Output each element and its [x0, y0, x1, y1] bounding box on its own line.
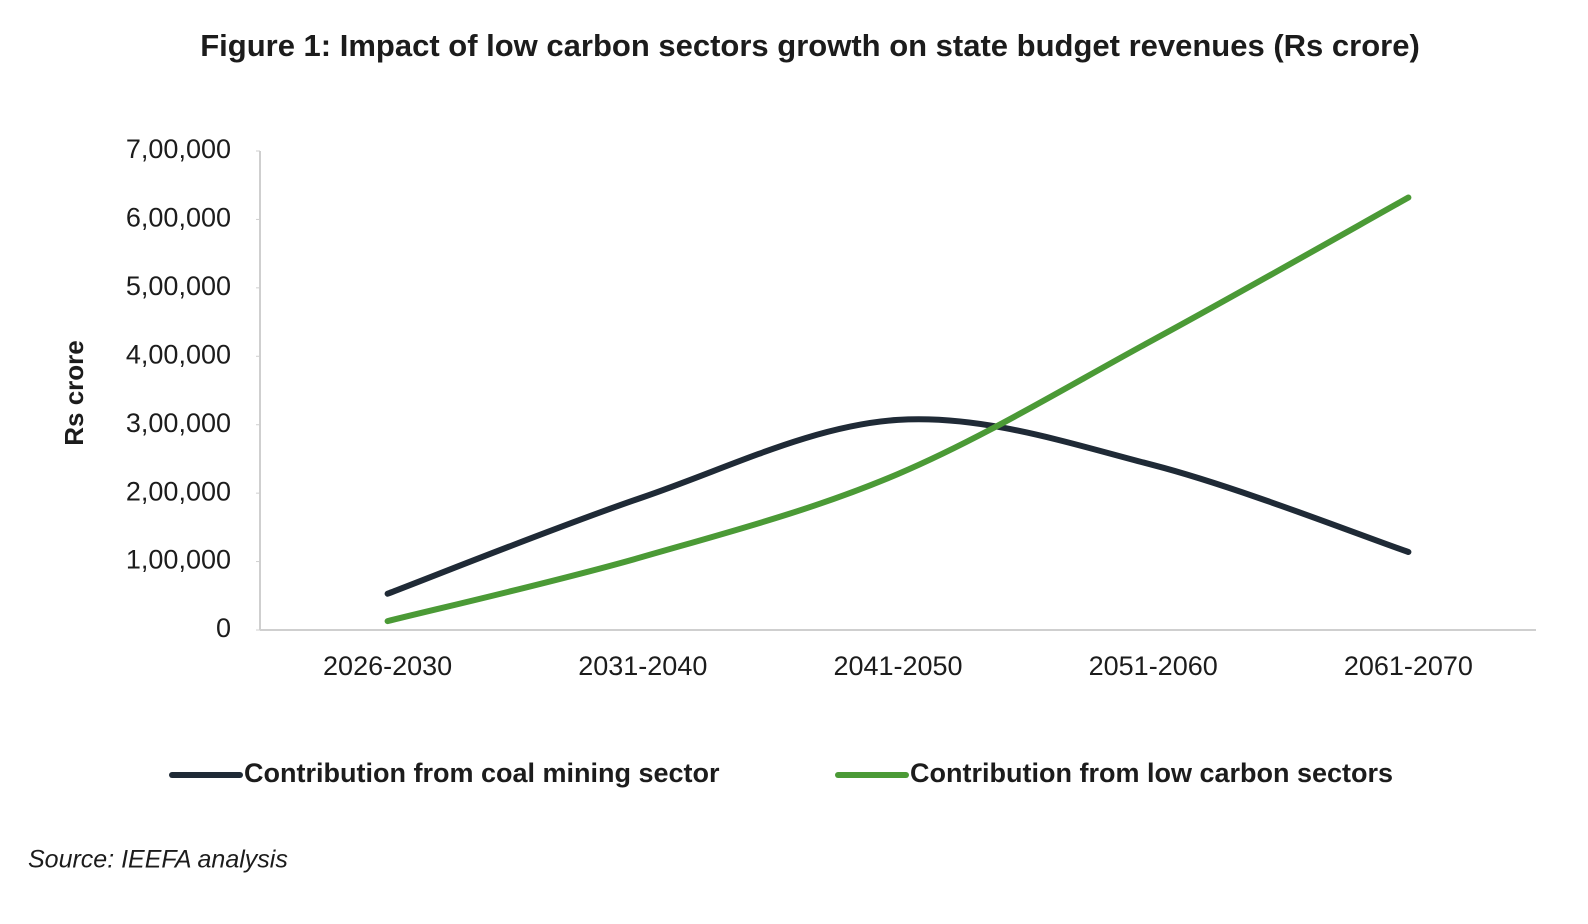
line-series: [384, 416, 1412, 597]
y-tick-label: 2,00,000: [126, 476, 231, 506]
y-tick-label: 6,00,000: [126, 203, 231, 233]
x-tick-label: 2051-2060: [1089, 651, 1218, 681]
legend-label: Contribution from low carbon sectors: [910, 758, 1393, 788]
x-tick-label: 2031-2040: [578, 651, 707, 681]
y-tick-label: 1,00,000: [126, 545, 231, 575]
y-axis-label: Rs crore: [59, 340, 89, 446]
source-note: Source: IEEFA analysis: [28, 846, 288, 874]
line-series: [384, 194, 1412, 625]
y-tick-label: 5,00,000: [126, 271, 231, 301]
x-tick-label: 2026-2030: [323, 651, 452, 681]
y-tick-label: 7,00,000: [126, 134, 231, 164]
legend-label: Contribution from coal mining sector: [244, 758, 720, 788]
x-tick-label: 2061-2070: [1344, 651, 1473, 681]
x-tick-label: 2041-2050: [833, 651, 962, 681]
y-tick-label: 4,00,000: [126, 339, 231, 369]
chart-title: Figure 1: Impact of low carbon sectors g…: [200, 28, 1420, 63]
y-tick-label: 0: [216, 613, 231, 643]
y-tick-label: 3,00,000: [126, 408, 231, 438]
